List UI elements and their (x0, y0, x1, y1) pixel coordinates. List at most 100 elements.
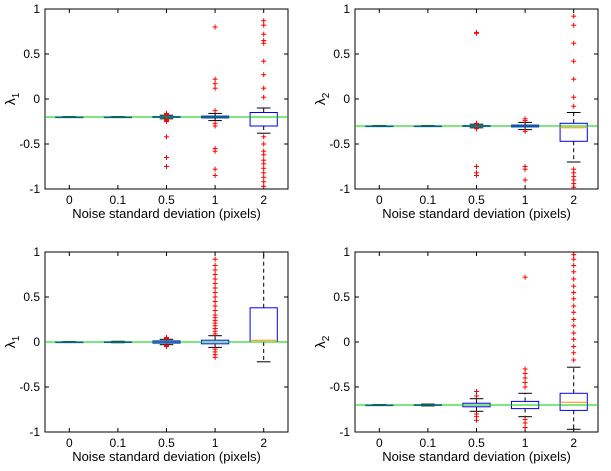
outlier-point (474, 126, 479, 132)
outlier-point (522, 118, 528, 124)
outlier-point (164, 119, 169, 124)
box-2 (249, 251, 278, 363)
outlier-point (261, 174, 267, 180)
box-2 (559, 252, 588, 430)
outlier-point (261, 40, 267, 46)
outlier-point (571, 283, 577, 289)
box-iqr (559, 122, 588, 142)
y-tick-label: 0.5 (23, 47, 40, 61)
box-1 (200, 24, 230, 178)
y-axis-label-symbol: λ (312, 98, 328, 105)
outlier-point (261, 18, 267, 24)
x-tick-label: 1 (522, 193, 529, 207)
outlier-point (212, 303, 218, 309)
y-tick-label: 1 (33, 2, 40, 16)
y-tick-label: -1 (339, 425, 350, 439)
outlier-point (261, 165, 267, 171)
outlier-point (261, 72, 267, 78)
outlier-point (212, 308, 218, 313)
y-tick-label: 1 (33, 245, 40, 259)
y-tick-label: -0.5 (19, 380, 40, 394)
outlier-point (261, 152, 267, 158)
plot-area-frame (44, 8, 289, 190)
outlier-point (212, 24, 218, 30)
y-tick-label: 1 (343, 245, 350, 259)
x-tick-label: 0.1 (420, 193, 437, 207)
x-tick-label: 2 (570, 193, 577, 207)
outlier-point (212, 299, 218, 304)
outlier-point (474, 393, 479, 399)
outlier-point (474, 30, 479, 36)
outlier-point (212, 173, 218, 178)
x-tick-label: 0.5 (158, 193, 175, 207)
box-iqr (249, 307, 278, 343)
y-axis-label-symbol: λ (312, 341, 328, 348)
box-2 (249, 18, 278, 189)
outlier-point (212, 85, 218, 91)
x-tick-label: 0 (376, 436, 383, 450)
x-tick-label: 2 (260, 436, 267, 450)
x-tick-label: 1 (212, 436, 219, 450)
y-axis-label-subscript: 1 (11, 92, 22, 98)
x-axis-label: Noise standard deviation (pixels) (382, 206, 571, 221)
box-iqr (249, 112, 278, 127)
outlier-point (571, 303, 577, 309)
outlier-point (522, 166, 528, 172)
outlier-point (212, 276, 218, 282)
box-2 (559, 13, 588, 190)
y-tick-label: 1 (343, 2, 350, 16)
outlier-point (571, 296, 577, 302)
outlier-point (212, 354, 218, 360)
outlier-point (261, 134, 267, 140)
outlier-point (261, 22, 267, 28)
y-tick-label: 0.5 (333, 290, 350, 304)
outlier-point (164, 335, 169, 340)
outlier-point (571, 357, 577, 363)
outlier-point (571, 252, 577, 258)
outlier-point (212, 272, 218, 277)
x-tick-label: 0 (66, 193, 73, 207)
outlier-point (164, 134, 169, 140)
outlier-point (571, 269, 577, 275)
y-tick-label: 0.5 (333, 47, 350, 61)
outlier-point (261, 179, 267, 185)
y-tick-label: -1 (29, 182, 40, 196)
outlier-point (212, 256, 218, 262)
y-tick-label: 0 (33, 92, 40, 106)
outlier-point (571, 184, 577, 190)
outlier-point (571, 22, 577, 28)
outlier-point (474, 164, 479, 169)
plot-area-frame (354, 8, 599, 190)
y-axis-label-subscript: 2 (321, 335, 332, 341)
x-tick-label: 1 (522, 436, 529, 450)
x-tick-label: 0.5 (158, 436, 175, 450)
outlier-point (522, 380, 528, 385)
y-tick-label: -1 (29, 425, 40, 439)
box-0.5 (462, 29, 491, 178)
box-1 (200, 256, 230, 360)
outlier-point (261, 58, 267, 64)
x-tick-label: 0.1 (110, 436, 127, 450)
x-tick-label: 0.5 (468, 436, 485, 450)
outlier-point (212, 81, 218, 87)
y-axis-label: λ2 (312, 92, 332, 105)
outlier-point (522, 420, 528, 426)
outlier-point (474, 173, 479, 178)
x-axis-label: Noise standard deviation (pixels) (72, 449, 261, 464)
box-0.5 (462, 389, 491, 423)
outlier-point (571, 58, 577, 64)
outlier-point (212, 76, 218, 82)
outlier-point (571, 263, 577, 268)
outlier-point (212, 123, 218, 129)
y-axis-label: λ1 (2, 335, 22, 348)
outlier-point (571, 323, 577, 329)
outlier-point (474, 389, 479, 394)
outlier-point (212, 166, 218, 172)
outlier-point (522, 128, 528, 134)
outlier-point (261, 183, 267, 189)
